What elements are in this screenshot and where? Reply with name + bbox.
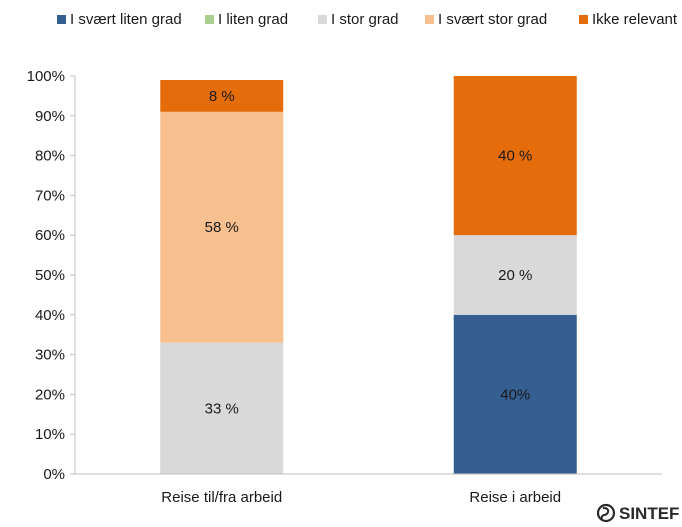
- y-tick-label: 90%: [35, 108, 65, 125]
- bar-segment: [160, 111, 284, 343]
- data-label: 40 %: [498, 148, 532, 165]
- legend-label-2: I stor grad: [331, 11, 399, 28]
- bar-segment: [453, 235, 577, 315]
- data-label: 58 %: [205, 219, 239, 236]
- legend-label-1: I liten grad: [218, 11, 288, 28]
- data-label: 40%: [500, 386, 530, 403]
- y-tick-label: 10%: [35, 426, 65, 443]
- y-tick-label: 80%: [35, 148, 65, 165]
- y-tick-label: 100%: [27, 68, 65, 85]
- data-label: 33 %: [205, 400, 239, 417]
- y-tick-label: 50%: [35, 267, 65, 284]
- legend-label-3: I svært stor grad: [438, 11, 547, 28]
- x-category-label: Reise til/fra arbeid: [161, 489, 282, 506]
- y-tick-label: 30%: [35, 347, 65, 364]
- x-category-label: Reise i arbeid: [469, 489, 561, 506]
- bars: 33 % 58 % 8 % 40% 20 % 40 %: [160, 76, 577, 474]
- logo-text: SINTEF: [619, 504, 679, 523]
- legend-swatch-2: [318, 15, 327, 24]
- y-tick-label: 40%: [35, 307, 65, 324]
- bar-segment: [160, 342, 284, 474]
- sintef-logo-icon: [596, 503, 616, 523]
- y-tick-label: 70%: [35, 187, 65, 204]
- legend-swatch-4: [579, 15, 588, 24]
- data-label: 8 %: [209, 88, 235, 105]
- sintef-logo: SINTEF: [596, 503, 679, 523]
- y-tick-label: 60%: [35, 227, 65, 244]
- legend-swatch-3: [425, 15, 434, 24]
- x-axis: Reise til/fra arbeid Reise i arbeid: [75, 473, 662, 506]
- y-axis: 0% 10% 20% 30% 40% 50% 60% 70% 80% 90% 100%: [27, 68, 76, 483]
- legend-label-0: I svært liten grad: [70, 11, 182, 28]
- data-label: 20 %: [498, 267, 532, 284]
- legend: I svært liten grad I liten grad I stor gra…: [57, 11, 678, 28]
- bar-segment: [453, 76, 577, 236]
- legend-label-4: Ikke relevant: [592, 11, 678, 28]
- bar-segment: [453, 314, 577, 474]
- legend-swatch-1: [205, 15, 214, 24]
- bar-segment: [160, 79, 284, 112]
- y-tick-label: 20%: [35, 386, 65, 403]
- legend-swatch-0: [57, 15, 66, 24]
- y-tick-label: 0%: [43, 466, 65, 483]
